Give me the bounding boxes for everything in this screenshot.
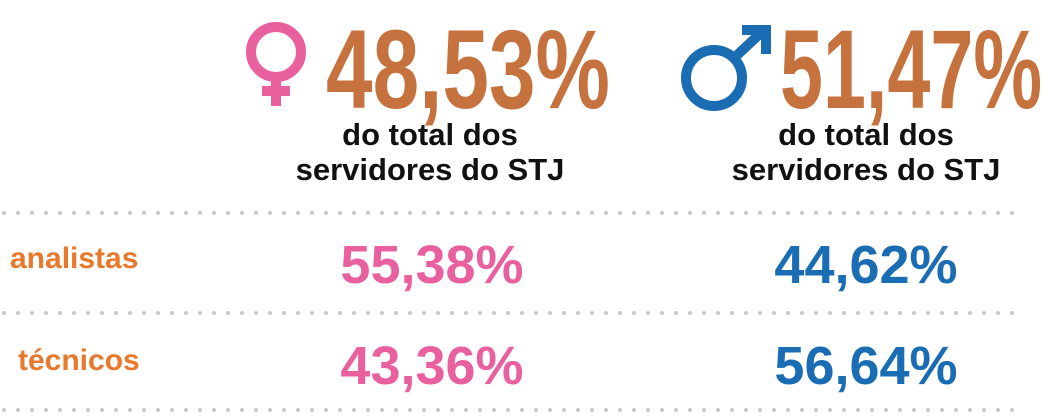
female-caption: servidores do STJ xyxy=(296,152,565,187)
female-value: 55,38% xyxy=(340,235,523,295)
male-percent: 51,47% xyxy=(780,7,1042,132)
male-caption: do total dos xyxy=(778,117,954,152)
female-caption: do total dos xyxy=(342,117,518,152)
row-label: técnicos xyxy=(18,344,140,377)
male-caption: servidores do STJ xyxy=(732,152,1001,187)
row-label: analistas xyxy=(10,242,138,275)
female-icon xyxy=(246,22,306,106)
male-value: 56,64% xyxy=(774,336,957,396)
male-value: 44,62% xyxy=(774,235,957,295)
female-percent: 48,53% xyxy=(326,7,610,132)
female-value: 43,36% xyxy=(340,336,523,396)
male-icon xyxy=(681,25,771,111)
